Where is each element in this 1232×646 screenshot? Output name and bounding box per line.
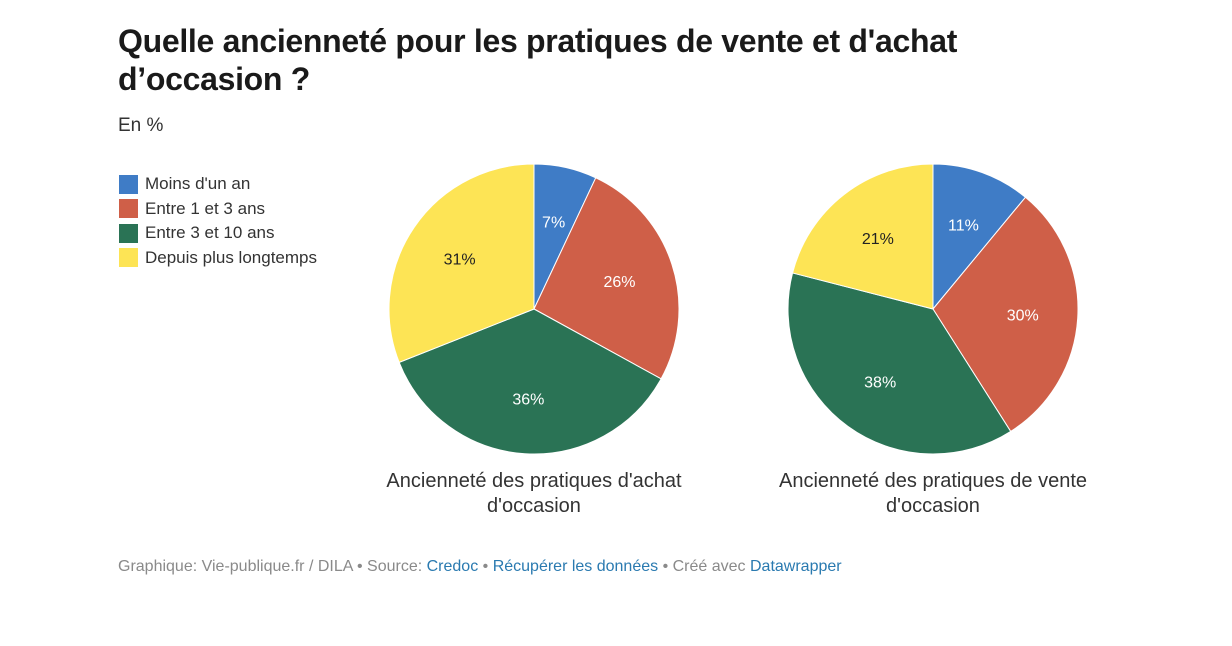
pie-chart-title: Ancienneté des pratiques de vente: [779, 470, 1087, 492]
legend-swatch: [119, 174, 138, 194]
footer-graphic-credit: Graphique: Vie-publique.fr / DILA: [118, 558, 353, 575]
legend-label: Entre 3 et 10 ans: [145, 223, 275, 243]
chart-title: Quelle ancienneté pour les pratiques de …: [118, 23, 958, 97]
slice-label: 38%: [864, 375, 896, 392]
datawrapper-link[interactable]: Datawrapper: [750, 558, 842, 575]
legend-label: Entre 1 et 3 ans: [145, 198, 266, 218]
source-link[interactable]: Credoc: [426, 558, 479, 575]
legend-label: Depuis plus longtemps: [145, 247, 317, 267]
slice-label: 36%: [512, 392, 544, 409]
legend-label: Moins d'un an: [145, 174, 251, 194]
slice-label: 26%: [603, 274, 635, 291]
legend-swatch: [119, 199, 138, 219]
slice-label: 30%: [1007, 308, 1039, 325]
chart-subtitle: En %: [118, 115, 164, 136]
legend-item: Depuis plus longtemps: [119, 246, 317, 271]
footer-separator: •: [658, 558, 673, 575]
download-data-link[interactable]: Récupérer les données: [492, 558, 659, 575]
footer-source-label: Source:: [367, 558, 427, 575]
slice-label: 21%: [862, 231, 894, 248]
legend-item: Moins d'un an: [119, 172, 317, 197]
pie-slice: [791, 163, 934, 310]
footer-made-with: Créé avec: [672, 558, 750, 575]
pie-chart-title: Ancienneté des pratiques d'achat: [386, 470, 682, 492]
pie-chart-title: d'occasion: [886, 495, 980, 517]
footer-separator: •: [478, 558, 493, 575]
pie-chart-2: 11% 30% 38% 21% Ancienneté des pratiques de …: [779, 163, 1087, 517]
pie-slice: [932, 196, 1079, 433]
pie-slice: [388, 163, 535, 364]
pie-chart-1: 7% 26% 36% 31% Ancienneté des pratiques d'ac…: [386, 163, 682, 517]
footer-separator: •: [352, 558, 368, 575]
slice-label: 31%: [444, 251, 476, 268]
legend-item: Entre 3 et 10 ans: [119, 221, 317, 246]
legend-item: Entre 1 et 3 ans: [119, 197, 317, 222]
legend: Moins d'un an Entre 1 et 3 ans Entre 3 e…: [119, 172, 317, 270]
chart-footer: Graphique: Vie-publique.fr / DILA • Sour…: [118, 558, 842, 576]
pie-chart-title: d'occasion: [487, 495, 581, 517]
legend-swatch: [119, 223, 138, 243]
pie-slice: [932, 163, 1027, 311]
legend-swatch: [119, 248, 138, 268]
pie-slice: [398, 308, 662, 455]
slice-label: 11%: [948, 217, 979, 234]
slice-label: 7%: [542, 214, 565, 231]
pie-slice: [787, 272, 1012, 455]
